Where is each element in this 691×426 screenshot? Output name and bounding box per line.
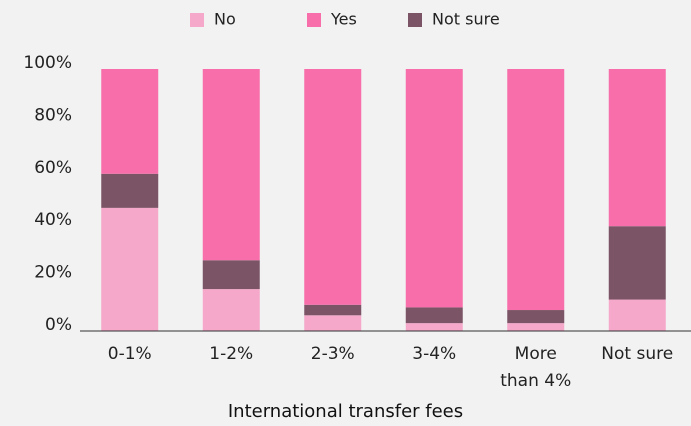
y-tick-label: 20% <box>34 263 72 283</box>
legend-swatch <box>408 13 422 27</box>
y-tick-label: 40% <box>34 210 72 230</box>
legend-label: Not sure <box>432 10 500 29</box>
legend-label: No <box>214 10 236 29</box>
legend-label: Yes <box>330 10 357 29</box>
x-tick-label: 2-3% <box>310 344 355 364</box>
y-tick-label: 60% <box>34 158 72 178</box>
x-tick-label: More than 4% <box>500 344 572 391</box>
bar-segment <box>304 315 362 331</box>
bar-segment <box>202 69 260 261</box>
x-tick-label: 3-4% <box>412 344 457 364</box>
bar-segment <box>507 323 565 331</box>
bar-segment <box>608 299 666 331</box>
bar-segment <box>507 69 565 311</box>
bar-segment <box>304 304 362 316</box>
x-tick-label: 1-2% <box>209 344 254 364</box>
bar-segment <box>405 323 463 331</box>
x-tick-label: Not sure <box>601 344 674 364</box>
legend-swatch <box>307 13 321 27</box>
bar-segment <box>608 226 666 300</box>
legend-swatch <box>190 13 204 27</box>
bar-segment <box>405 69 463 308</box>
y-tick-label: 100% <box>23 53 72 73</box>
bar-segment <box>507 310 565 324</box>
bar-segment <box>101 207 159 331</box>
bar-segment <box>202 289 260 331</box>
bar-segment <box>202 260 260 290</box>
y-tick-label: 80% <box>34 105 72 125</box>
bar-segment <box>304 69 362 305</box>
bar-segment <box>405 307 463 324</box>
x-tick-label: 0-1% <box>107 344 152 364</box>
bar-segment <box>608 69 666 227</box>
x-axis-title: International transfer fees <box>227 401 464 422</box>
y-tick-label: 0% <box>45 315 72 335</box>
bar-segment <box>101 173 159 208</box>
bar-segment <box>101 69 159 174</box>
